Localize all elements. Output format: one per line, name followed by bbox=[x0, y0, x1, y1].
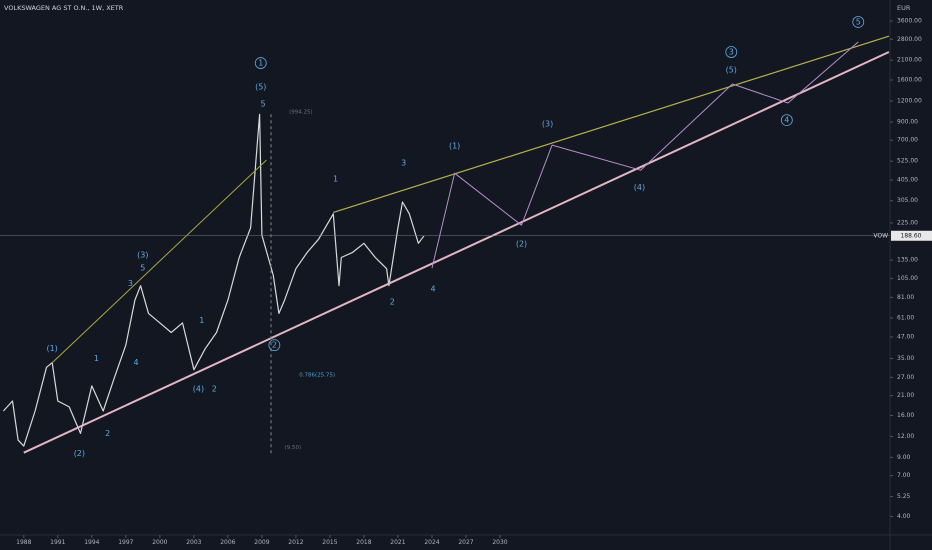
y-unit: EUR bbox=[897, 4, 911, 12]
y-tick-label: 3600.00 bbox=[897, 17, 922, 24]
y-tick-label: 2100.00 bbox=[897, 57, 922, 64]
chart-title: VOLKSWAGEN AG ST O.N., 1W, XETR bbox=[4, 4, 124, 12]
price-line bbox=[431, 41, 859, 269]
wave-label: (4) bbox=[634, 183, 645, 192]
wave-label: 2 bbox=[105, 429, 110, 438]
price-line bbox=[333, 35, 890, 213]
wave-label: 4 bbox=[431, 284, 436, 293]
wave-label: 0.786(25.75) bbox=[299, 373, 335, 379]
y-tick-label: 2800.00 bbox=[897, 36, 922, 43]
price-line bbox=[51, 159, 267, 364]
x-tick-label: 2012 bbox=[288, 539, 303, 546]
price-badge bbox=[891, 230, 932, 241]
y-tick-label: 405.00 bbox=[897, 177, 918, 184]
wave-label: 2 bbox=[272, 341, 277, 350]
y-tick-label: 1600.00 bbox=[897, 77, 922, 84]
y-tick-label: 900.00 bbox=[897, 118, 918, 125]
x-tick-label: 2015 bbox=[322, 539, 337, 546]
x-tick-label: 2021 bbox=[390, 539, 405, 546]
y-tick-label: 35.00 bbox=[897, 355, 914, 362]
x-tick-label: 2027 bbox=[458, 539, 473, 546]
x-tick-label: 2018 bbox=[356, 539, 371, 546]
x-tick-label: 2006 bbox=[220, 539, 235, 546]
x-tick-label: 2024 bbox=[424, 539, 439, 546]
wave-label: 4 bbox=[784, 116, 789, 125]
wave-label: (5) bbox=[255, 83, 266, 92]
wave-label: 3 bbox=[401, 159, 406, 168]
wave-circle bbox=[852, 16, 865, 28]
wave-label: (2) bbox=[516, 240, 527, 249]
wave-circle bbox=[780, 114, 793, 126]
wave-label: 2 bbox=[390, 297, 395, 306]
price-line bbox=[2, 113, 425, 447]
y-tick-label: 9.00 bbox=[897, 454, 911, 461]
y-tick-label: 225.00 bbox=[897, 219, 918, 226]
y-tick-label: 5.25 bbox=[897, 493, 911, 500]
y-tick-label: 81.00 bbox=[897, 294, 914, 301]
last-price-label: 188.60 bbox=[901, 232, 922, 239]
wave-label: 1 bbox=[199, 316, 204, 325]
y-tick-label: 305.00 bbox=[897, 197, 918, 204]
y-tick-label: 135.00 bbox=[897, 257, 918, 264]
wave-label: (1) bbox=[449, 142, 460, 151]
y-tick-label: 7.00 bbox=[897, 472, 911, 479]
x-tick-label: 2000 bbox=[152, 539, 167, 546]
y-tick-label: 4.00 bbox=[897, 513, 911, 520]
y-tick-label: 47.00 bbox=[897, 333, 914, 340]
y-tick-label: 16.00 bbox=[897, 412, 914, 419]
price-line bbox=[23, 51, 890, 454]
wave-label: (1) bbox=[46, 344, 57, 353]
wave-label: (3) bbox=[542, 120, 553, 129]
wave-label: 4 bbox=[134, 358, 139, 367]
wave-label: 3 bbox=[128, 279, 133, 288]
wave-circle bbox=[725, 46, 738, 58]
wave-label: 5 bbox=[260, 100, 265, 109]
wave-label: (4) bbox=[193, 385, 204, 394]
y-tick-label: 105.00 bbox=[897, 275, 918, 282]
x-tick-label: 1994 bbox=[84, 539, 99, 546]
wave-label: 2 bbox=[212, 385, 217, 394]
y-tick-label: 21.00 bbox=[897, 392, 914, 399]
x-tick-label: 2003 bbox=[186, 539, 201, 546]
wave-label: (5) bbox=[726, 66, 737, 75]
wave-label: 1 bbox=[94, 354, 99, 363]
symbol-label: VOW bbox=[873, 232, 888, 239]
wave-label: 1 bbox=[333, 175, 338, 184]
wave-circle bbox=[268, 339, 281, 352]
x-tick-label: 1997 bbox=[118, 539, 133, 546]
x-tick-label: 2009 bbox=[254, 539, 269, 546]
y-tick-label: 61.00 bbox=[897, 314, 914, 321]
y-tick-label: 27.00 bbox=[897, 374, 914, 381]
wave-label: (9.50) bbox=[285, 445, 302, 451]
wave-label: 3 bbox=[729, 48, 734, 57]
wave-label: 1 bbox=[258, 59, 263, 68]
wave-label: (2) bbox=[74, 449, 85, 458]
wave-label: (994.25) bbox=[289, 110, 313, 116]
y-tick-label: 700.00 bbox=[897, 137, 918, 144]
y-tick-label: 1200.00 bbox=[897, 97, 922, 104]
wave-circle bbox=[254, 57, 267, 69]
wave-label: 5 bbox=[140, 264, 145, 273]
wave-label: 5 bbox=[856, 17, 861, 26]
y-tick-label: 525.00 bbox=[897, 158, 918, 165]
wave-label: (3) bbox=[137, 250, 148, 259]
x-tick-label: 2030 bbox=[492, 539, 507, 546]
x-tick-label: 1988 bbox=[16, 539, 31, 546]
x-tick-label: 1991 bbox=[50, 539, 65, 546]
y-tick-label: 12.00 bbox=[897, 433, 914, 440]
